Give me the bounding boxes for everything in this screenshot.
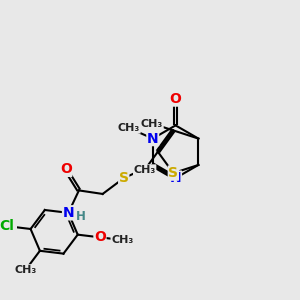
- Text: Cl: Cl: [0, 219, 14, 233]
- Text: O: O: [169, 92, 181, 106]
- Text: S: S: [119, 171, 129, 185]
- Text: H: H: [76, 210, 85, 223]
- Text: CH₃: CH₃: [111, 235, 133, 245]
- Text: O: O: [94, 230, 106, 244]
- Text: CH₃: CH₃: [118, 123, 140, 133]
- Text: CH₃: CH₃: [141, 118, 163, 128]
- Text: S: S: [168, 166, 178, 180]
- Text: N: N: [63, 206, 74, 220]
- Text: CH₃: CH₃: [134, 165, 156, 175]
- Text: N: N: [170, 171, 182, 185]
- Text: O: O: [60, 162, 72, 176]
- Text: N: N: [147, 132, 159, 145]
- Text: CH₃: CH₃: [14, 265, 37, 275]
